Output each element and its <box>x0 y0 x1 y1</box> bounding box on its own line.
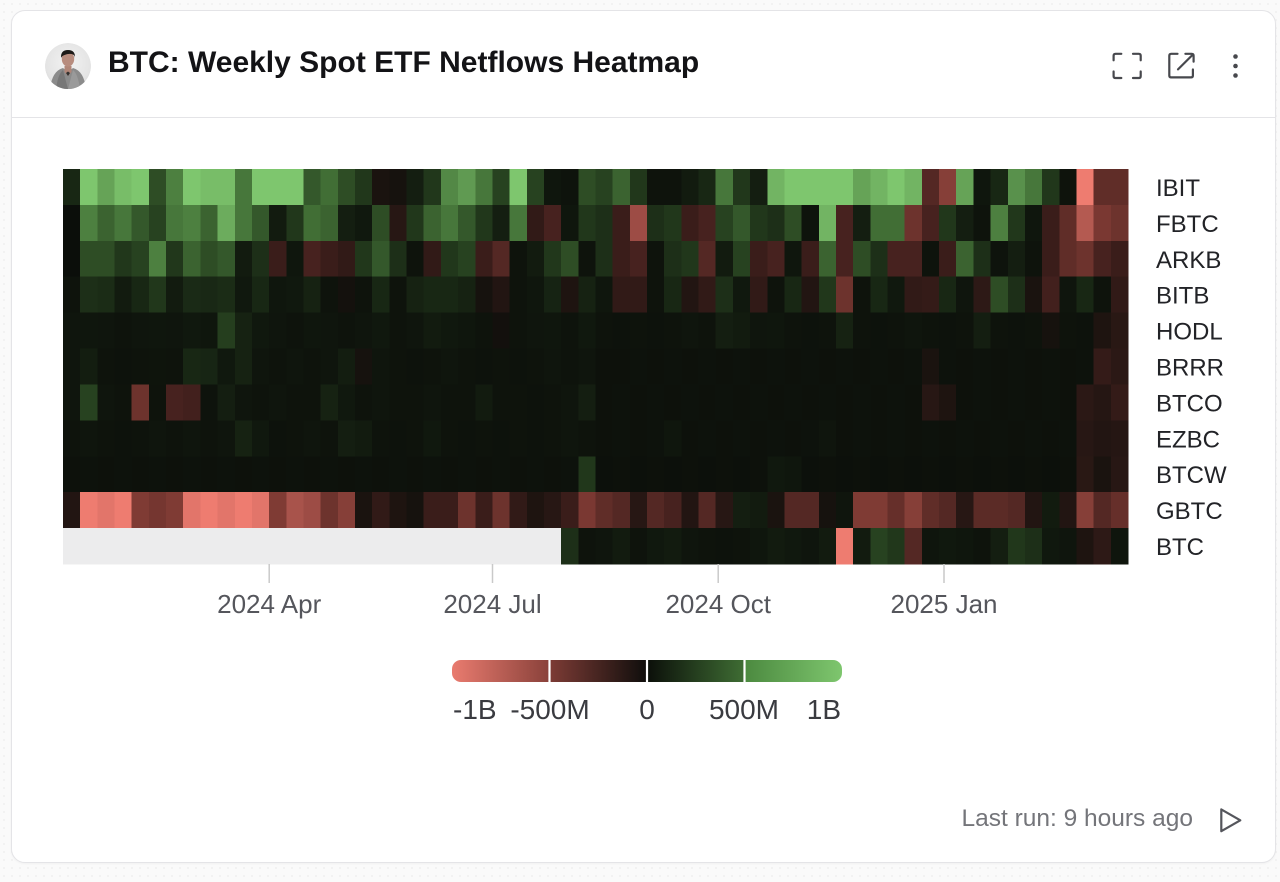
svg-text:0: 0 <box>639 694 655 725</box>
svg-text:2025 Jan: 2025 Jan <box>891 589 998 619</box>
svg-text:500M: 500M <box>709 694 779 725</box>
svg-text:-500M: -500M <box>510 694 589 725</box>
svg-text:FBTC: FBTC <box>1156 211 1219 238</box>
svg-text:2024 Apr: 2024 Apr <box>217 589 321 619</box>
svg-text:EZBC: EZBC <box>1156 426 1220 453</box>
svg-text:BTCW: BTCW <box>1156 462 1227 489</box>
svg-text:1B: 1B <box>807 694 841 725</box>
svg-text:2024 Jul: 2024 Jul <box>443 589 541 619</box>
svg-text:BTC: BTC <box>1156 534 1204 561</box>
svg-text:-1B: -1B <box>453 694 497 725</box>
svg-text:HODL: HODL <box>1156 319 1223 346</box>
svg-text:BITB: BITB <box>1156 283 1209 310</box>
svg-text:2024 Oct: 2024 Oct <box>665 589 771 619</box>
svg-text:GBTC: GBTC <box>1156 498 1223 525</box>
svg-text:BRRR: BRRR <box>1156 355 1224 382</box>
svg-text:ARKB: ARKB <box>1156 247 1221 274</box>
svg-text:IBIT: IBIT <box>1156 175 1200 202</box>
svg-text:BTCO: BTCO <box>1156 390 1223 417</box>
